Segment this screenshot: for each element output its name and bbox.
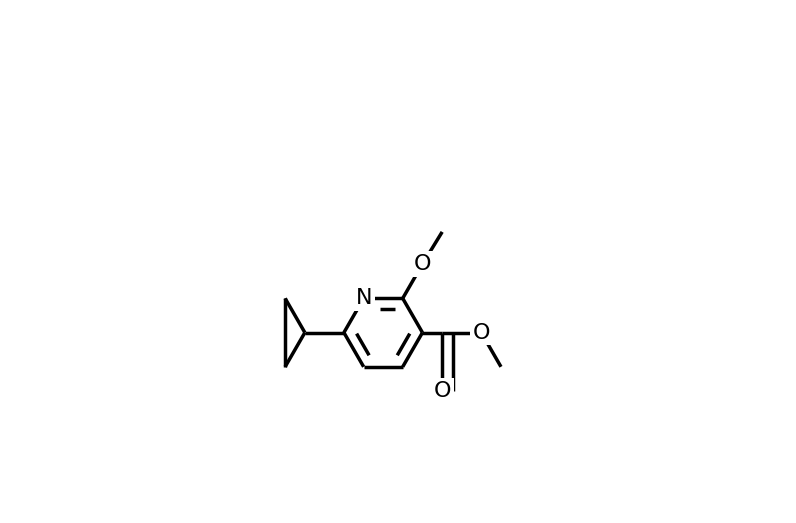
Text: O: O	[473, 323, 490, 343]
Text: N: N	[355, 288, 372, 309]
Text: O: O	[414, 254, 431, 274]
Text: O: O	[434, 381, 451, 401]
